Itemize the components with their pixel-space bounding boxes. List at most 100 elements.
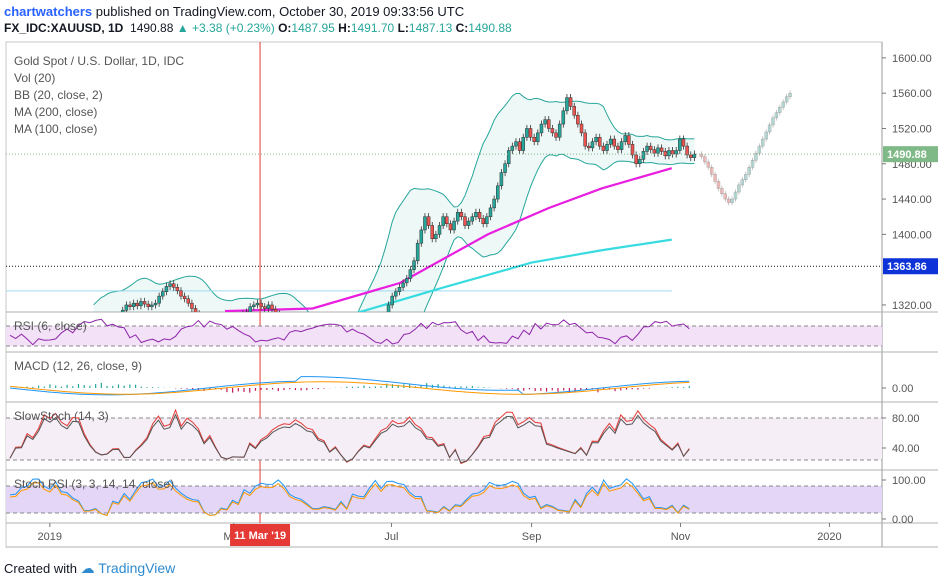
- last-price-badge: [883, 146, 938, 163]
- candle: [241, 314, 244, 319]
- time-tick-label: 2019: [38, 531, 62, 543]
- stoch-band: [6, 418, 882, 460]
- forecast-candle: [761, 138, 765, 147]
- price-tick-label: 1520.00: [892, 123, 932, 135]
- legend-ma100: MA (100, close): [14, 122, 97, 136]
- ma200-line: [356, 238, 672, 312]
- forecast-candle: [733, 191, 738, 200]
- indicator-line-2: [9, 413, 690, 464]
- candle: [608, 138, 613, 145]
- indicator-panes[interactable]: RSI (6, close) MACD (12, 26, close, 9) Slo…: [6, 318, 882, 517]
- candle: [477, 212, 482, 219]
- candle: [408, 269, 413, 279]
- candle: [459, 212, 464, 217]
- author-link[interactable]: chartwatchers: [4, 4, 93, 19]
- tradingview-logo-icon: ☁: [80, 560, 95, 576]
- forecast-candle: [767, 124, 772, 133]
- forecast-candle: [723, 193, 727, 200]
- candle: [390, 295, 394, 306]
- legend-ma200: MA (200, close): [14, 105, 97, 119]
- candle: [445, 216, 449, 225]
- low-value: 1487.13: [408, 21, 453, 35]
- candle: [645, 145, 649, 152]
- footer: Created with ☁ TradingView: [4, 560, 175, 577]
- candle: [266, 304, 271, 309]
- forecast-candle: [737, 184, 741, 193]
- bollinger-fill: [93, 93, 695, 312]
- candle: [262, 306, 267, 309]
- publish-info: chartwatchers published on TradingView.c…: [4, 4, 464, 19]
- forecast-candle: [740, 179, 745, 186]
- candle: [689, 154, 693, 158]
- candle: [550, 128, 555, 134]
- candle: [681, 138, 686, 147]
- bollinger-lower: [423, 153, 695, 312]
- candle: [270, 304, 274, 310]
- candle: [565, 97, 569, 112]
- candle: [412, 260, 416, 270]
- stochrsi-band: [6, 486, 882, 513]
- forecast-candle: [781, 101, 785, 108]
- level-badge-text: 1363.86: [887, 261, 927, 273]
- candle: [612, 138, 617, 147]
- forecast-candle: [727, 198, 731, 203]
- candle: [597, 137, 602, 147]
- candle: [146, 303, 150, 307]
- forecast-candle: [757, 145, 762, 154]
- candle: [135, 302, 140, 307]
- candle: [685, 145, 689, 156]
- indicator-tick-label: 0.00: [892, 383, 913, 395]
- candle: [659, 147, 664, 152]
- high-label: H:: [338, 21, 351, 35]
- indicator-label: Stoch RSI (3, 3, 14, 14, close): [14, 477, 174, 491]
- candle: [583, 132, 587, 147]
- candle: [281, 317, 284, 321]
- candle: [466, 220, 471, 226]
- candle: [539, 123, 544, 134]
- candle: [423, 216, 427, 231]
- candle: [168, 283, 172, 287]
- candle: [139, 301, 143, 307]
- open-value: 1487.95: [291, 21, 335, 35]
- candle: [692, 153, 697, 158]
- forecast-candle: [744, 174, 748, 180]
- axes: 1600.001560.001520.001480.001440.001400.…: [38, 53, 938, 546]
- candle: [401, 282, 405, 288]
- tradingview-brand[interactable]: TradingView: [98, 560, 176, 576]
- candle: [386, 304, 391, 312]
- candle: [164, 286, 169, 292]
- time-tick-label: Sep: [522, 531, 542, 543]
- candle: [572, 106, 576, 116]
- candle: [255, 302, 260, 306]
- forecast-candle: [703, 156, 707, 163]
- candle: [648, 145, 653, 150]
- candle: [579, 123, 584, 134]
- candle: [670, 150, 675, 155]
- symbol-label: FX_IDC:XAUUSD, 1D: [4, 21, 124, 35]
- indicator-tick-label: 0.00: [892, 514, 913, 526]
- candle: [616, 145, 620, 150]
- candle: [124, 304, 129, 311]
- main-price-pane[interactable]: [6, 42, 882, 523]
- forecast-candle: [720, 188, 724, 194]
- open-label: O:: [278, 21, 292, 35]
- close-label: C:: [455, 21, 469, 35]
- candle: [161, 291, 165, 297]
- main-clip-group: [6, 90, 792, 321]
- candle: [171, 283, 176, 288]
- candle: [623, 135, 627, 142]
- forecast-candle: [774, 112, 779, 119]
- indicator-tick-label: 100.00: [892, 475, 926, 487]
- forecast-candle: [784, 96, 789, 103]
- indicator-line: [9, 478, 690, 516]
- candle: [193, 308, 198, 312]
- candle: [528, 128, 533, 138]
- signal-line: [9, 381, 690, 395]
- last-price-badge-text: 1490.88: [887, 149, 927, 161]
- forecast-candle: [716, 181, 721, 189]
- candle: [157, 295, 161, 304]
- candle: [278, 314, 281, 318]
- forecast-candle: [778, 107, 782, 113]
- indicator-label: MACD (12, 26, close, 9): [14, 359, 142, 373]
